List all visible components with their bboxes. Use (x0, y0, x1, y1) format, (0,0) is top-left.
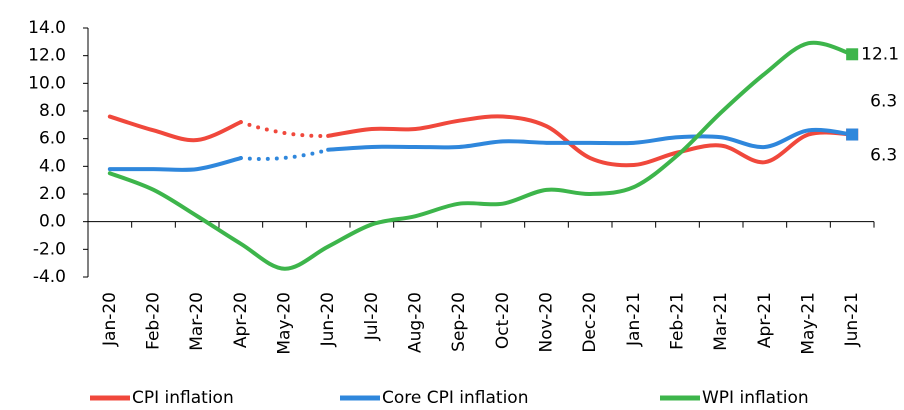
x-tick-label: Mar-21 (711, 292, 731, 351)
line-series (107, 40, 855, 271)
x-tick-label: Jan-21 (624, 292, 644, 347)
x-tick-label: Apr-21 (755, 292, 775, 348)
x-tick-label: Oct-20 (493, 292, 513, 349)
line-series (107, 156, 243, 172)
x-tick-label: Jul-20 (362, 292, 382, 341)
line-series (326, 127, 855, 152)
x-tick-label: May-20 (275, 292, 295, 355)
y-tick-label: 4.0 (39, 156, 66, 176)
end-marker (846, 48, 859, 61)
gap-connector (238, 147, 331, 161)
y-tick-label: 6.0 (39, 129, 66, 149)
line-series (326, 114, 855, 168)
x-tick-label: Sep-20 (449, 292, 469, 352)
x-tick-label: Dec-20 (580, 292, 600, 353)
x-tick-label: Feb-21 (668, 292, 688, 350)
x-tick-label: Jun-21 (842, 292, 862, 347)
x-tick-label: Feb-20 (144, 292, 164, 350)
y-tick-label: 2.0 (39, 184, 66, 204)
x-tick-label: Aug-20 (406, 292, 426, 353)
x-tick-label: Jan-20 (100, 292, 120, 347)
y-tick-label: 8.0 (39, 101, 66, 121)
y-tick-label: -2.0 (33, 239, 66, 259)
y-tick-label: 12.0 (28, 46, 66, 66)
line-series (107, 114, 243, 143)
end-label: 6.3 (870, 92, 897, 112)
legend-label: Core CPI inflation (382, 388, 528, 408)
gap-connector (238, 120, 331, 138)
y-tick-label: 10.0 (28, 73, 66, 93)
y-tick-label: 0.0 (39, 212, 66, 232)
legend-label: WPI inflation (702, 388, 809, 408)
x-tick-label: Mar-20 (187, 292, 207, 351)
x-tick-label: May-21 (799, 292, 819, 355)
x-tick-label: Jun-20 (318, 292, 338, 347)
x-tick-label: Nov-20 (537, 292, 557, 353)
y-tick-label: 14.0 (28, 18, 66, 38)
y-tick-label: -4.0 (33, 267, 66, 287)
legend-label: CPI inflation (132, 388, 234, 408)
end-marker (846, 128, 859, 141)
end-label: 12.1 (861, 44, 899, 64)
x-tick-label: Apr-20 (231, 292, 251, 348)
end-label: 6.3 (870, 146, 897, 166)
